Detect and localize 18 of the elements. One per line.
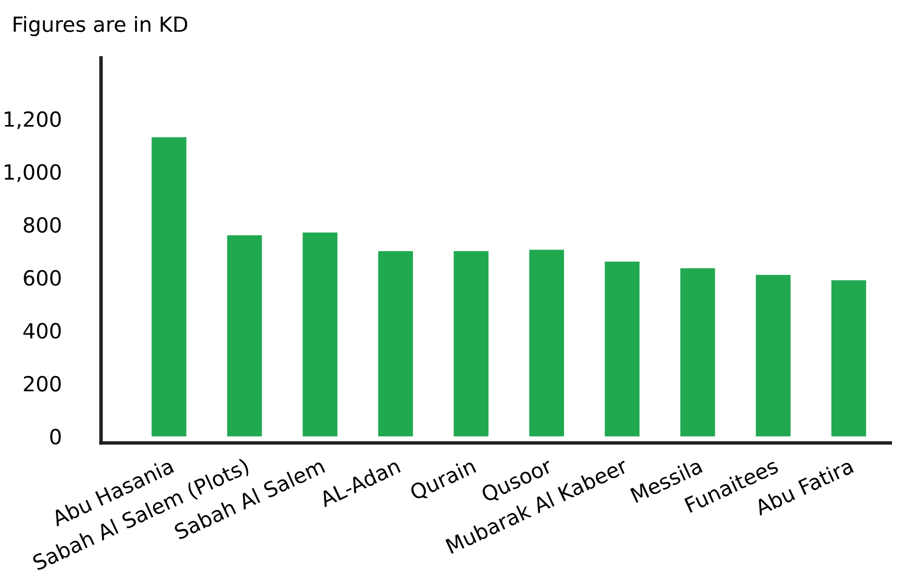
y-tick-label: 400 (23, 322, 61, 339)
bar (227, 235, 262, 436)
y-tick-label: 0 (50, 428, 61, 445)
bar (152, 137, 186, 436)
bar (529, 250, 564, 436)
y-tick-label: 1,200 (4, 111, 61, 130)
y-tick-label: 200 (24, 376, 61, 392)
y-tick-label: 1,000 (4, 164, 61, 182)
y-tick-label: 600 (24, 270, 61, 286)
bar (454, 251, 488, 436)
chart-title: Figures are in KD (14, 16, 188, 36)
bar (302, 232, 338, 436)
bar (680, 268, 716, 436)
bar (604, 262, 640, 436)
bar (756, 274, 791, 436)
bar (378, 251, 413, 436)
bar (831, 280, 866, 436)
y-tick-label: 800 (24, 217, 61, 233)
